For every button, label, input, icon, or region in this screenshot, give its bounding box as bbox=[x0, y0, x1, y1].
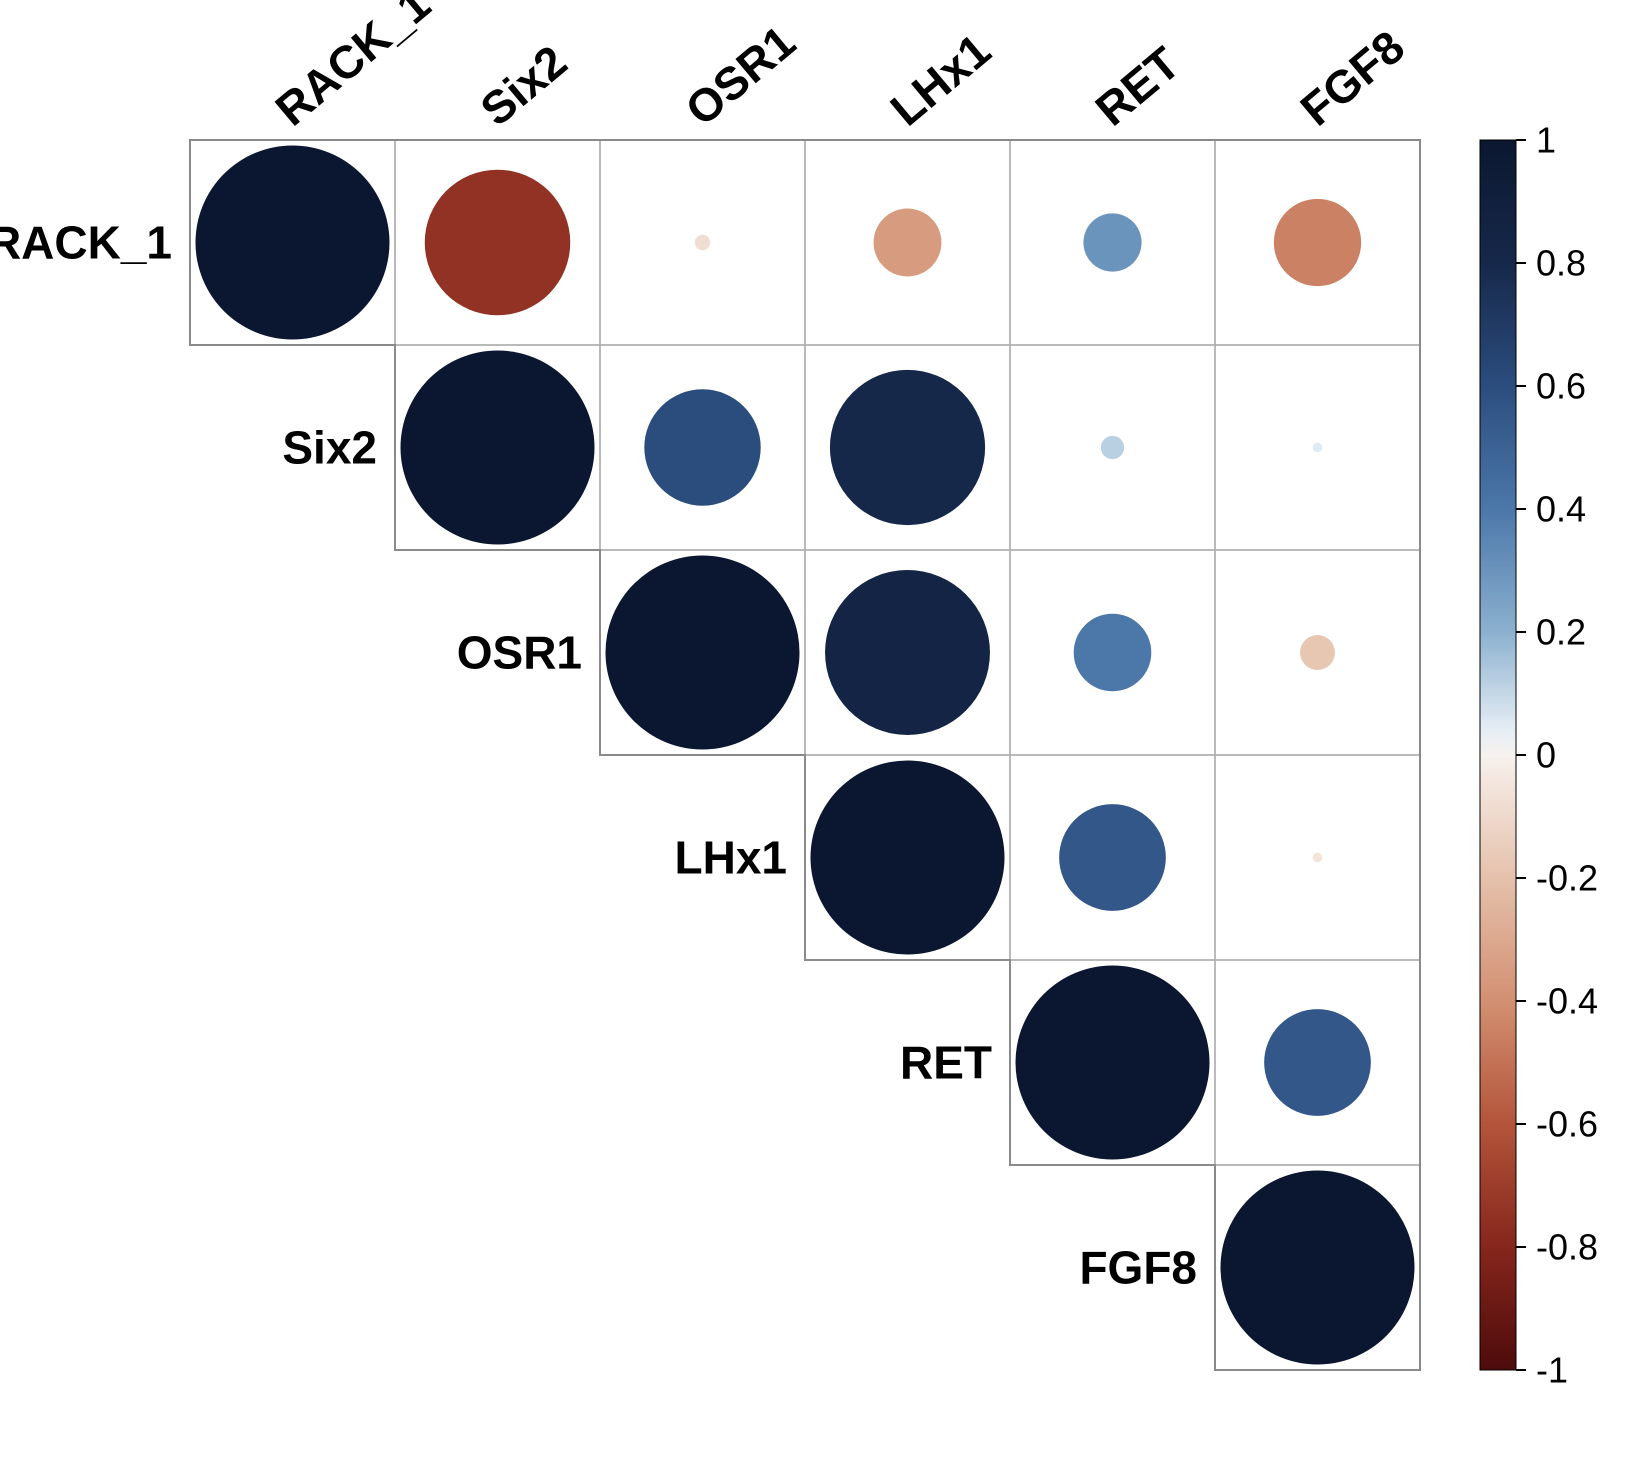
correlation-circle bbox=[606, 556, 800, 750]
correlation-circle bbox=[1221, 1171, 1415, 1365]
colorbar-tick-label: 0.2 bbox=[1536, 612, 1586, 653]
correlation-circle bbox=[1274, 199, 1361, 286]
correlation-circle bbox=[1059, 804, 1166, 911]
correlation-circle bbox=[1300, 635, 1335, 670]
correlation-circle bbox=[825, 570, 990, 735]
colorbar-tick-label: -1 bbox=[1536, 1350, 1568, 1391]
row-label: Six2 bbox=[282, 422, 377, 474]
correlation-circle bbox=[401, 351, 595, 545]
colorbar-tick-label: 0.6 bbox=[1536, 366, 1586, 407]
correlation-circle bbox=[830, 370, 985, 525]
correlation-circle bbox=[1016, 966, 1210, 1160]
correlation-circle bbox=[1313, 443, 1323, 453]
correlation-circle bbox=[1313, 853, 1323, 863]
colorbar-tick-label: 1 bbox=[1536, 120, 1556, 161]
colorbar bbox=[1480, 140, 1516, 1370]
correlation-circle bbox=[1074, 614, 1152, 692]
correlation-circle bbox=[1101, 436, 1124, 459]
chart-svg: RACK_1Six2OSR1LHx1RETFGF8RACK_1Six2OSR1L… bbox=[0, 0, 1636, 1460]
correlation-circle bbox=[695, 235, 711, 251]
correlation-circle bbox=[811, 761, 1005, 955]
colorbar-tick-label: -0.2 bbox=[1536, 858, 1598, 899]
colorbar-tick-label: 0.8 bbox=[1536, 243, 1586, 284]
correlation-circle bbox=[425, 170, 571, 316]
colorbar-tick-label: -0.6 bbox=[1536, 1104, 1598, 1145]
colorbar-tick-label: -0.8 bbox=[1536, 1227, 1598, 1268]
correlation-chart: RACK_1Six2OSR1LHx1RETFGF8RACK_1Six2OSR1L… bbox=[0, 0, 1636, 1460]
row-label: RACK_1 bbox=[0, 217, 172, 269]
correlation-circle bbox=[1083, 213, 1141, 271]
row-label: OSR1 bbox=[457, 627, 582, 679]
row-label: RET bbox=[900, 1037, 992, 1089]
colorbar-tick-label: -0.4 bbox=[1536, 981, 1598, 1022]
correlation-circle bbox=[1264, 1009, 1371, 1116]
correlation-circle bbox=[644, 389, 760, 505]
colorbar-tick-label: 0.4 bbox=[1536, 489, 1586, 530]
correlation-circle bbox=[874, 209, 942, 277]
row-label: LHx1 bbox=[675, 832, 787, 884]
row-label: FGF8 bbox=[1079, 1242, 1197, 1294]
colorbar-tick-label: 0 bbox=[1536, 735, 1556, 776]
correlation-circle bbox=[196, 146, 390, 340]
